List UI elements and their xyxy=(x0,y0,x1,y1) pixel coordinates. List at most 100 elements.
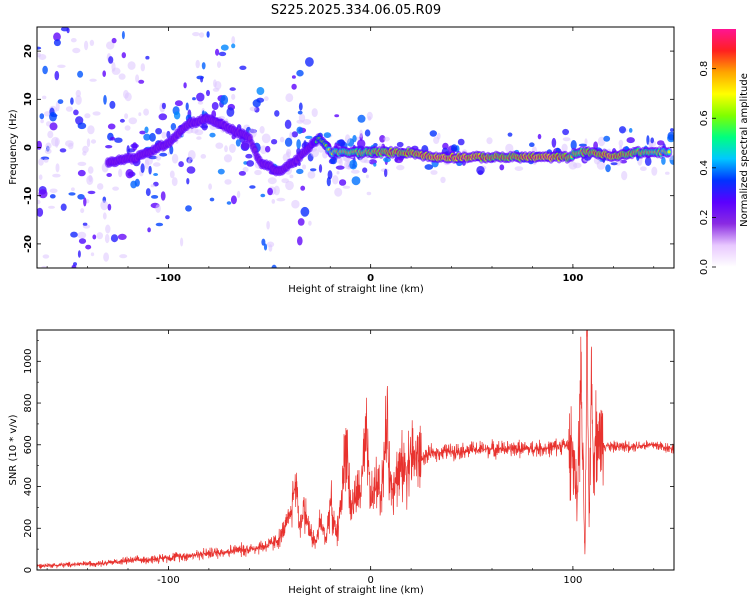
spectrogram-cell xyxy=(114,137,123,143)
spectrogram-cell xyxy=(71,187,75,191)
spectrogram-cell xyxy=(296,168,304,175)
spectrogram-cell xyxy=(256,87,265,95)
spectrogram-cell xyxy=(218,51,227,57)
spectrogram-cell xyxy=(274,110,280,117)
spectrogram-cell xyxy=(118,168,123,178)
spectrogram-cell xyxy=(171,177,178,187)
spectrogram-cell xyxy=(87,166,94,174)
spectrogram-cell xyxy=(640,166,647,171)
colorbar-label: Normalized spectral amplitude xyxy=(739,73,750,227)
spectrogram-cell xyxy=(217,61,221,68)
snr-y-ticks: 0 200 400 600 800 1000 xyxy=(23,340,674,573)
spectrogram-cell xyxy=(37,207,44,217)
spectrogram-cell xyxy=(44,148,52,154)
spectrogram-cell xyxy=(186,166,196,174)
spectrogram-cell xyxy=(300,185,306,191)
spectrogram-y-tick-label: 10 xyxy=(23,92,34,106)
spectrogram-cell xyxy=(249,185,256,189)
spectrogram-cell xyxy=(153,162,161,167)
spectrogram-cell xyxy=(206,89,210,97)
spectrogram-cell xyxy=(53,32,61,42)
spectrogram-cell xyxy=(366,191,372,196)
spectrogram-cell xyxy=(57,64,66,69)
spectrogram-cell xyxy=(396,164,405,171)
spectrogram-cell xyxy=(308,220,312,226)
snr-y-tick-label: 200 xyxy=(23,519,34,538)
spectrogram-cell xyxy=(396,141,404,148)
spectrogram-cell xyxy=(90,252,95,257)
spectrogram-cell xyxy=(231,43,236,49)
spectrogram-cell xyxy=(206,31,210,38)
spectrogram-cell xyxy=(209,132,216,138)
spectrogram-cell xyxy=(200,76,204,83)
spectrogram-cell xyxy=(77,194,85,200)
spectrogram-cell xyxy=(151,195,159,199)
spectrogram-cell xyxy=(106,173,112,177)
spectrogram-cell xyxy=(336,171,340,175)
spectrogram-cell xyxy=(305,57,314,67)
spectrogram-cell xyxy=(109,100,116,109)
spectrogram-cell xyxy=(349,159,358,170)
spectrogram-cell xyxy=(670,128,674,132)
spectrogram-cell xyxy=(442,142,449,150)
spectrogram-cell xyxy=(108,56,114,64)
spectrogram-cell xyxy=(259,126,265,134)
spectrogram-cell xyxy=(357,114,366,123)
spectrogram-cell xyxy=(86,175,94,185)
spectrogram-cell xyxy=(644,156,652,166)
spectrogram-cell xyxy=(66,27,70,34)
colorbar-tick-label: 0.2 xyxy=(699,209,710,225)
spectrogram-cell xyxy=(285,93,294,103)
spectrogram-cell xyxy=(124,92,132,102)
spectrogram-cell xyxy=(242,166,249,173)
spectrogram-cell xyxy=(626,137,635,144)
spectrogram-cell xyxy=(561,143,568,153)
spectrogram-cell xyxy=(111,37,117,44)
spectrogram-cell xyxy=(267,187,273,196)
spectrogram-y-tick-label: 20 xyxy=(23,44,34,58)
spectrogram-cell xyxy=(180,237,184,247)
spectrogram-cell xyxy=(173,111,181,120)
spectrogram-cell xyxy=(55,101,60,112)
spectrogram-cell xyxy=(44,111,51,117)
spectrogram-x-tick-label: -100 xyxy=(156,273,181,284)
spectrogram-cell xyxy=(359,129,363,138)
spectrogram-cell xyxy=(603,135,611,142)
spectrogram-cell xyxy=(238,171,246,176)
spectrogram-cell xyxy=(174,100,183,107)
spectrogram-cell xyxy=(161,102,166,110)
spectrogram-cell xyxy=(170,123,177,131)
spectrogram-cell xyxy=(100,200,109,211)
snr-y-tick-label: 600 xyxy=(23,435,34,454)
spectrogram-cell xyxy=(573,162,582,169)
spectrogram-cell xyxy=(92,234,97,240)
spectrogram-cell xyxy=(383,136,390,142)
spectrogram-cell xyxy=(279,136,285,143)
spectrogram-cell xyxy=(220,44,229,51)
spectrogram-cell xyxy=(199,32,205,38)
spectrogram-cell xyxy=(505,143,514,153)
spectrogram-cell xyxy=(37,199,41,205)
spectrogram-cell xyxy=(149,132,156,142)
spectrogram-cell xyxy=(82,145,89,153)
spectrogram-cell xyxy=(394,156,404,164)
spectrogram-cell xyxy=(355,136,361,141)
spectrogram-cell xyxy=(75,95,82,105)
spectrogram-cell xyxy=(300,206,310,217)
spectrogram-cell xyxy=(145,55,150,60)
spectrogram-cell xyxy=(266,220,270,230)
spectrogram-cell xyxy=(373,162,377,167)
spectrogram-cell xyxy=(85,244,92,250)
spectrogram-cell xyxy=(357,139,366,149)
spectrogram-cell xyxy=(618,139,624,147)
spectrogram-cell xyxy=(53,39,61,47)
spectrogram-cell xyxy=(49,188,58,194)
spectrogram-cell xyxy=(261,133,271,144)
spectrogram-cell xyxy=(289,174,294,179)
spectrogram-cell xyxy=(648,140,657,148)
spectrogram-cell xyxy=(507,132,513,137)
spectrogram-cell xyxy=(212,87,220,92)
spectrogram-cell xyxy=(38,189,48,199)
